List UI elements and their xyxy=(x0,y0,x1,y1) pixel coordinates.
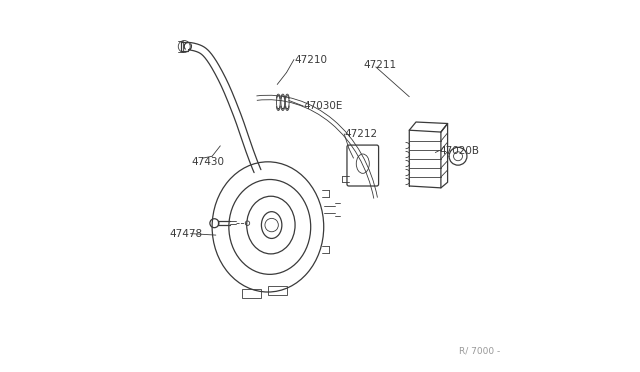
Bar xyxy=(268,286,287,295)
Text: 47430: 47430 xyxy=(191,157,225,167)
Text: 47212: 47212 xyxy=(344,129,378,139)
Text: 47210: 47210 xyxy=(294,55,327,64)
Bar xyxy=(241,289,261,298)
Text: 47030E: 47030E xyxy=(303,101,342,111)
Text: 47211: 47211 xyxy=(364,60,397,70)
Text: R/ 7000 -: R/ 7000 - xyxy=(459,346,500,355)
Text: 47478: 47478 xyxy=(170,230,202,239)
Text: 47020B: 47020B xyxy=(439,146,479,155)
